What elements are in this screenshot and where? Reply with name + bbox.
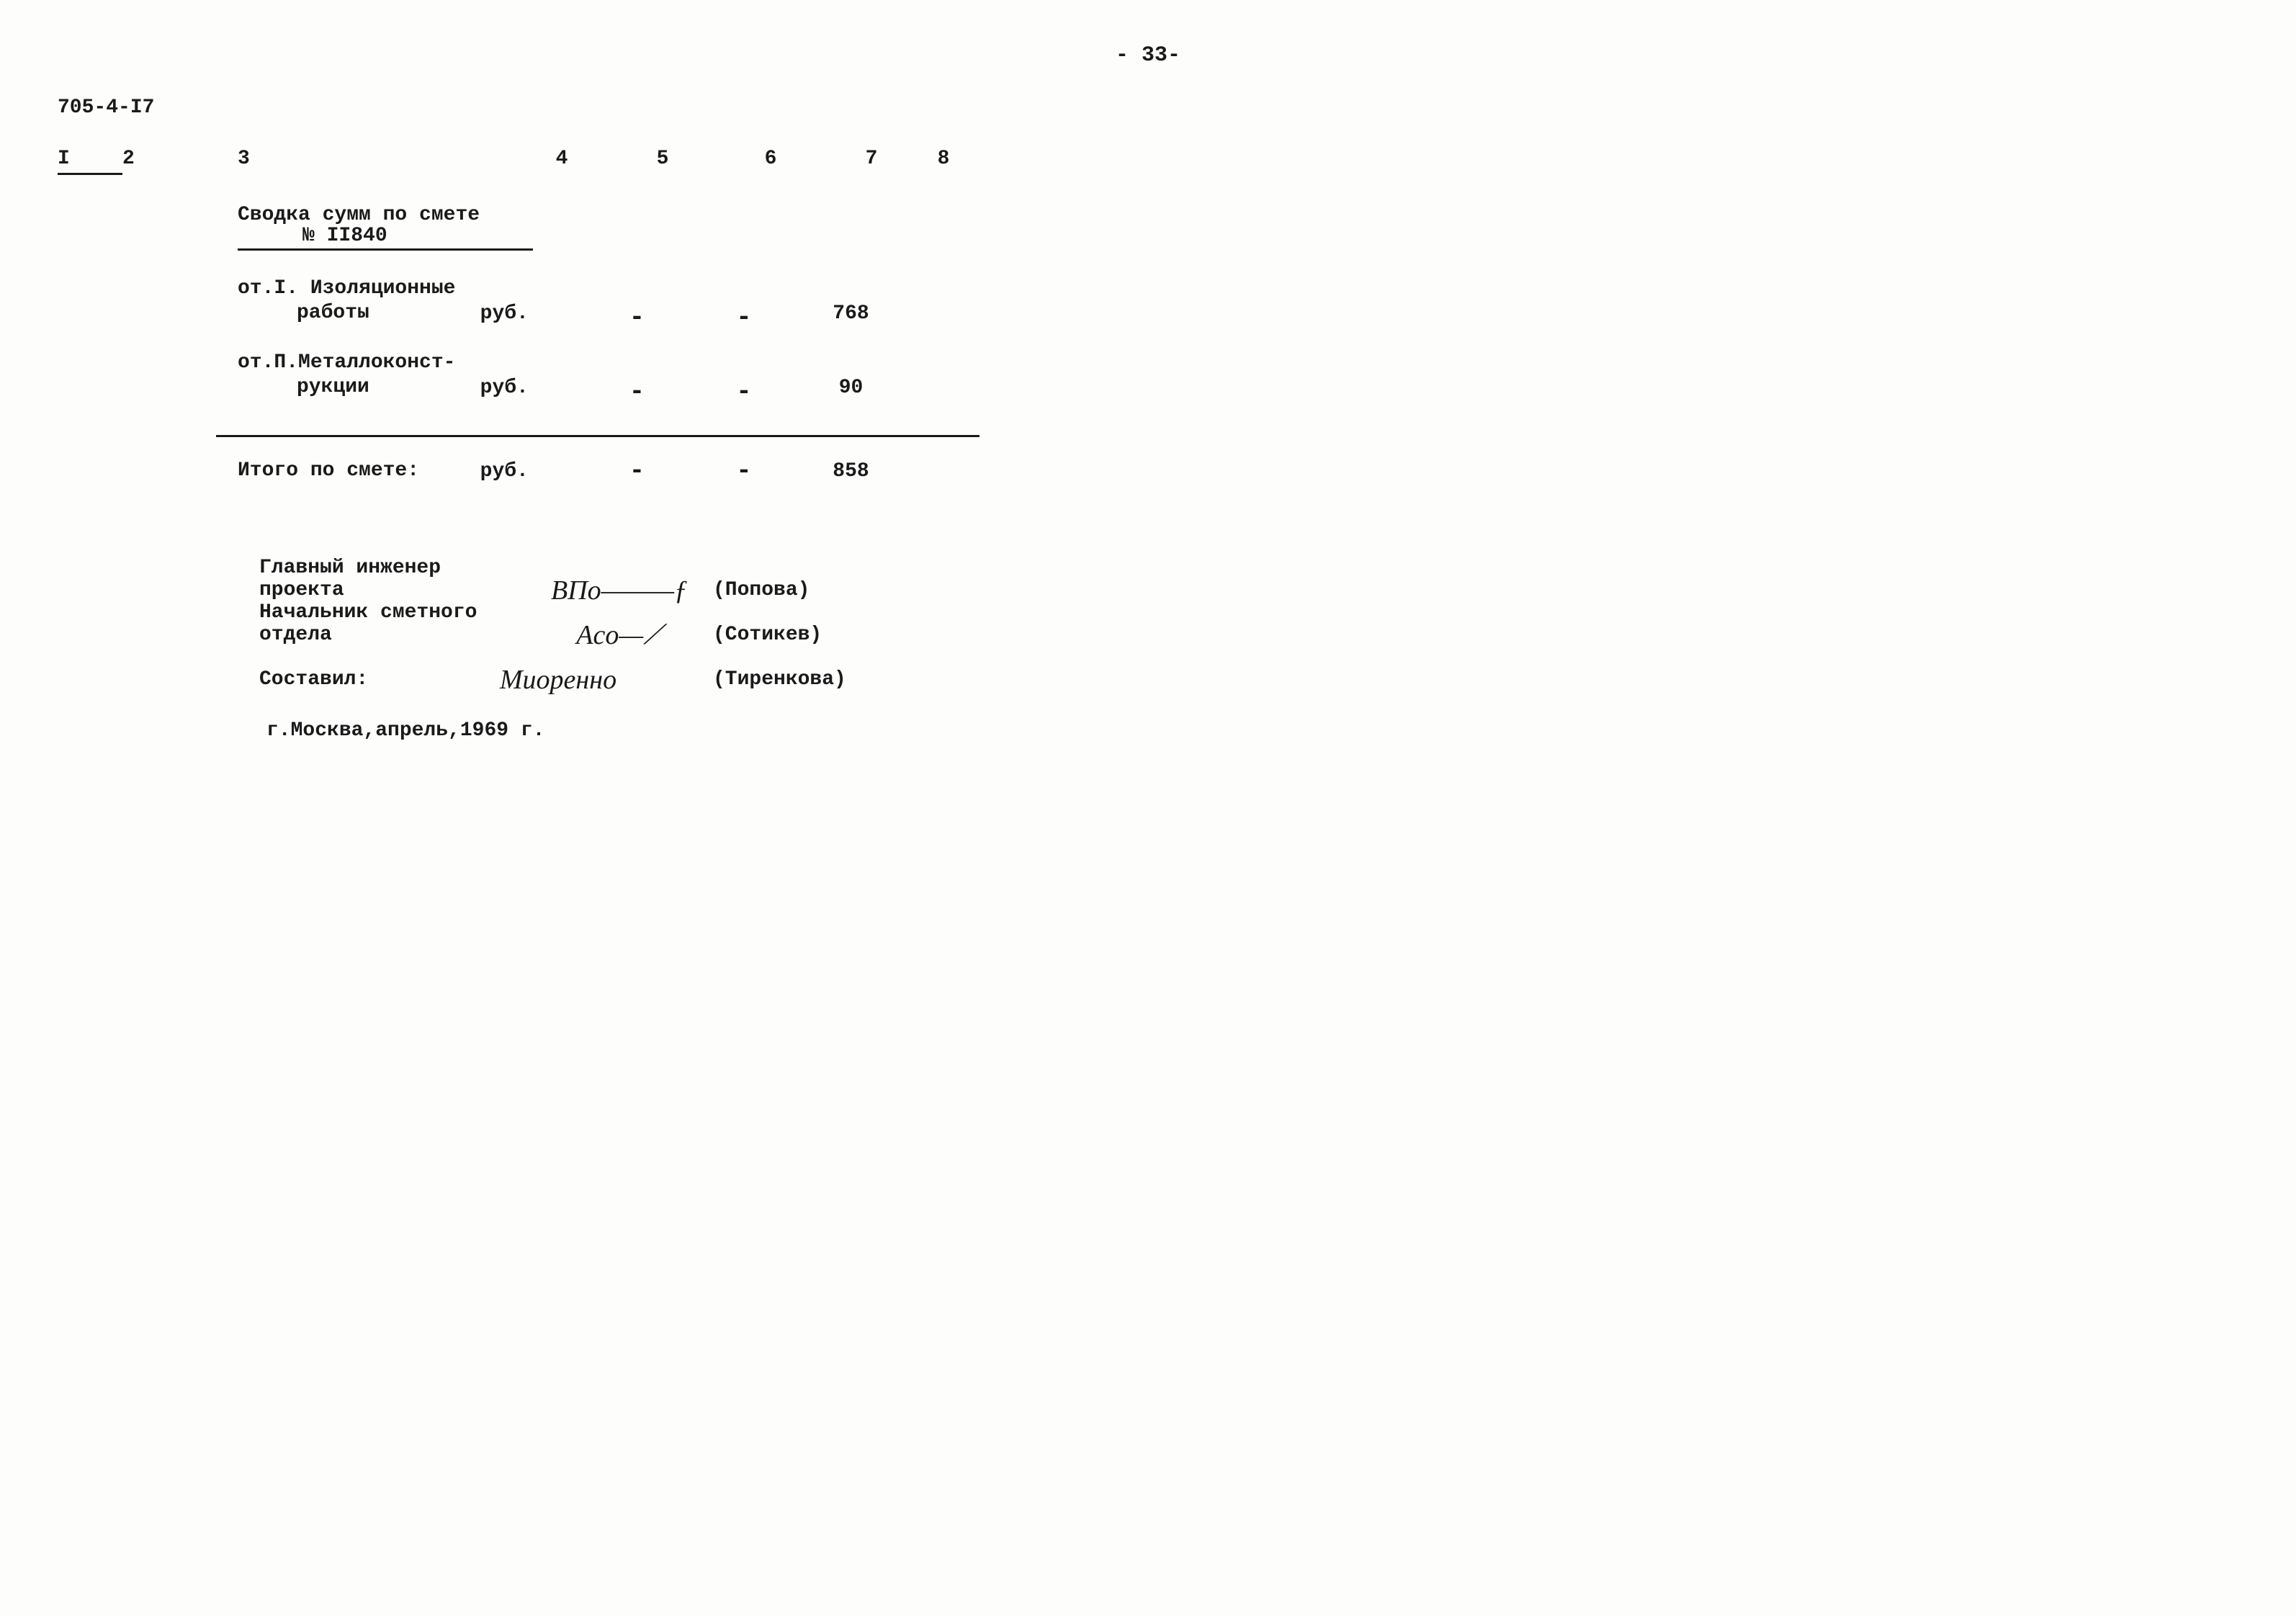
col-4: 4	[511, 148, 612, 175]
signature-row: Начальник сметного отдела Aco—⟋ (Сотикев…	[259, 614, 958, 646]
signature-role: Начальник сметного отдела	[259, 601, 526, 646]
desc-line2: рукции	[238, 375, 480, 400]
signature-row: Главный инженер проекта ВПо———ƒ (Попова)	[259, 570, 958, 601]
signature-role: Составил:	[259, 668, 403, 691]
row-col5: -	[587, 310, 687, 325]
summary-line2: № II840	[238, 225, 533, 251]
summary-title: Сводка сумм по смете № II840	[238, 204, 958, 251]
row-unit: руб.	[480, 302, 588, 325]
total-row: Итого по смете: руб. - - 858	[238, 459, 958, 483]
total-col5: -	[587, 464, 687, 478]
total-col6: -	[687, 464, 801, 478]
desc-line1: от.I. Изоляционные	[238, 277, 455, 300]
col-8: 8	[915, 148, 972, 175]
content-block: Сводка сумм по смете № II840 от.I. Изоля…	[238, 204, 958, 742]
signature-mark: Миоренно	[403, 669, 713, 691]
signature-name: (Сотикев)	[713, 624, 857, 646]
col-1: I	[58, 148, 122, 175]
summary-line1: Сводка сумм по смете	[238, 204, 958, 226]
total-label: Итого по смете:	[238, 459, 480, 483]
row-col7: 90	[801, 377, 901, 399]
table-row: от.П.Металлоконст- рукции руб. - - 90	[238, 351, 958, 399]
signature-name: (Попова)	[713, 579, 857, 601]
signature-mark: Aco—⟋	[526, 624, 713, 646]
desc-line2: работы	[238, 301, 480, 326]
col-6: 6	[713, 148, 828, 175]
page-number: - 33-	[58, 43, 2238, 68]
row-col6: -	[687, 385, 801, 399]
signature-role: Главный инженер проекта	[259, 557, 526, 601]
desc-line1: от.П.Металлоконст-	[238, 351, 455, 374]
col-7: 7	[828, 148, 915, 175]
column-headers: I 2 3 4 5 6 7 8	[58, 148, 2238, 175]
row-col7: 768	[801, 302, 901, 325]
col-2: 2	[122, 148, 238, 175]
signature-row: Составил: Миоренно (Тиренкова)	[259, 659, 958, 691]
signatures-block: Главный инженер проекта ВПо———ƒ (Попова)…	[259, 570, 958, 691]
table-row: от.I. Изоляционные работы руб. - - 768	[238, 277, 958, 325]
col-3: 3	[238, 148, 511, 175]
row-description: от.П.Металлоконст- рукции	[238, 351, 480, 399]
col-5: 5	[612, 148, 713, 175]
row-col6: -	[687, 310, 801, 325]
total-unit: руб.	[480, 460, 588, 482]
row-unit: руб.	[480, 377, 588, 399]
signature-name: (Тиренкова)	[713, 668, 857, 691]
row-description: от.I. Изоляционные работы	[238, 277, 480, 325]
row-col5: -	[587, 385, 687, 399]
total-col7: 858	[801, 460, 901, 482]
document-page: - 33- 705-4-I7 I 2 3 4 5 6 7 8 Сводка су…	[58, 43, 2238, 742]
location-date: г.Москва,апрель,1969 г.	[266, 719, 958, 742]
document-reference: 705-4-I7	[58, 96, 2238, 119]
separator-line	[216, 435, 979, 437]
signature-mark: ВПо———ƒ	[526, 580, 713, 601]
